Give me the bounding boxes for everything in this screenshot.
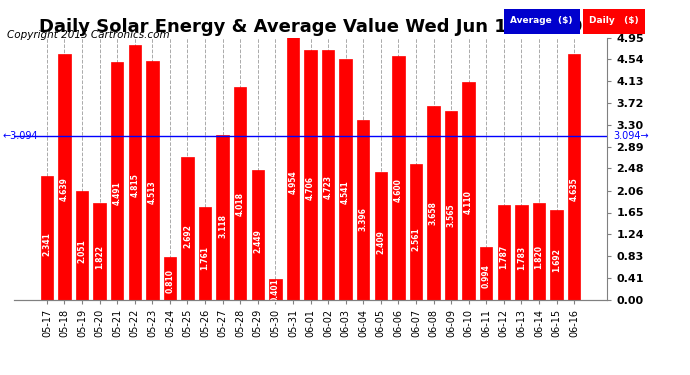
Bar	[59, 54, 70, 300]
Text: Daily   ($): Daily ($)	[589, 16, 639, 25]
Bar	[375, 172, 387, 300]
Bar	[181, 157, 194, 300]
Bar	[304, 51, 317, 300]
Text: 3.094→: 3.094→	[613, 131, 649, 141]
Bar	[252, 170, 264, 300]
Text: 1.783: 1.783	[517, 245, 526, 270]
Bar	[269, 279, 282, 300]
Text: 1.822: 1.822	[95, 244, 104, 268]
Text: Average  ($): Average ($)	[511, 16, 573, 25]
Text: 2.561: 2.561	[411, 227, 420, 251]
Text: 4.491: 4.491	[112, 181, 121, 205]
Bar	[551, 210, 562, 300]
Text: 1.820: 1.820	[535, 244, 544, 268]
Bar	[164, 257, 176, 300]
Bar	[199, 207, 211, 300]
Bar	[76, 191, 88, 300]
Text: 4.635: 4.635	[569, 177, 579, 201]
Text: 4.513: 4.513	[148, 180, 157, 204]
Text: 1.787: 1.787	[500, 245, 509, 270]
Bar	[480, 247, 493, 300]
Bar	[41, 176, 53, 300]
Text: 0.994: 0.994	[482, 264, 491, 288]
Text: 2.409: 2.409	[376, 231, 385, 255]
Bar	[445, 111, 457, 300]
Bar	[533, 204, 545, 300]
Text: 3.658: 3.658	[429, 201, 438, 225]
Bar	[146, 61, 159, 300]
Title: Daily Solar Energy & Average Value Wed Jun 17 20:29: Daily Solar Energy & Average Value Wed J…	[39, 18, 582, 36]
Text: 4.018: 4.018	[236, 192, 245, 216]
Text: 4.639: 4.639	[60, 177, 69, 201]
Text: 4.110: 4.110	[464, 190, 473, 214]
Text: ←3.094: ←3.094	[3, 131, 38, 141]
Bar	[111, 62, 124, 300]
Bar	[322, 50, 334, 300]
Bar	[217, 135, 229, 300]
Text: 2.051: 2.051	[77, 239, 86, 263]
Text: 2.449: 2.449	[253, 230, 262, 254]
Bar	[497, 205, 510, 300]
Text: 2.341: 2.341	[42, 232, 52, 256]
Text: 4.706: 4.706	[306, 176, 315, 200]
Bar	[462, 82, 475, 300]
Bar	[568, 54, 580, 300]
Bar	[93, 203, 106, 300]
Text: 3.118: 3.118	[218, 214, 227, 238]
Text: 1.761: 1.761	[201, 246, 210, 270]
Text: 3.565: 3.565	[446, 203, 455, 227]
Text: 4.815: 4.815	[130, 173, 139, 197]
Bar	[234, 87, 246, 300]
Text: 0.810: 0.810	[166, 268, 175, 292]
Bar	[392, 56, 404, 300]
Text: Copyright 2015 Cartronics.com: Copyright 2015 Cartronics.com	[7, 30, 170, 40]
Bar	[410, 164, 422, 300]
Bar	[128, 45, 141, 300]
Bar	[357, 120, 369, 300]
Bar	[427, 106, 440, 300]
Bar	[287, 37, 299, 300]
Text: 0.401: 0.401	[271, 279, 280, 302]
Text: 4.723: 4.723	[324, 175, 333, 199]
Text: 4.954: 4.954	[288, 170, 297, 194]
Bar	[515, 206, 528, 300]
Text: 1.692: 1.692	[552, 248, 561, 272]
Text: 4.600: 4.600	[394, 178, 403, 202]
Text: 2.692: 2.692	[183, 224, 192, 248]
Bar	[339, 59, 352, 300]
Text: 3.396: 3.396	[359, 207, 368, 231]
Text: 4.541: 4.541	[341, 180, 350, 204]
